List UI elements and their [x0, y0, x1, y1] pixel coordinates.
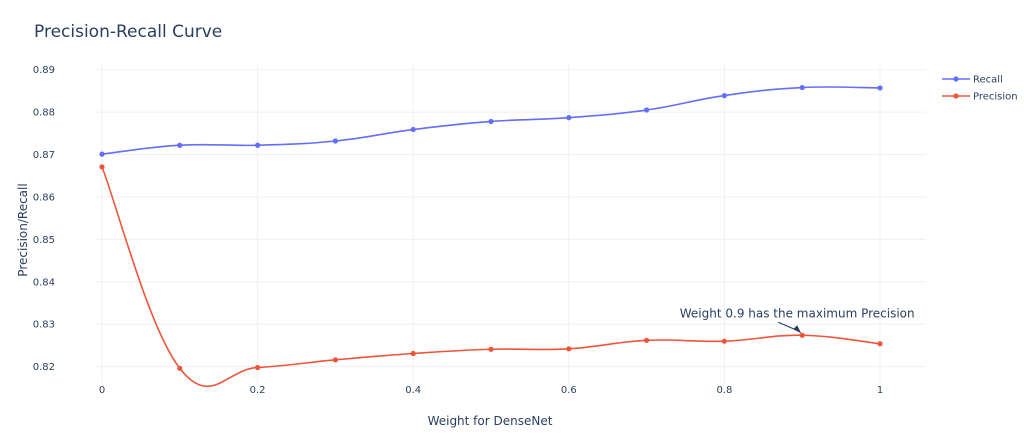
- recall-point[interactable]: [877, 85, 883, 91]
- chart-title: Precision-Recall Curve: [34, 22, 222, 42]
- y-tick-label: 0.83: [33, 320, 55, 331]
- y-tick-label: 0.86: [33, 192, 55, 203]
- precision-point[interactable]: [799, 332, 805, 338]
- recall-point[interactable]: [721, 93, 728, 99]
- precision-line: [101, 166, 881, 388]
- legend-label: Recall: [973, 75, 1003, 86]
- x-tick-label: 0.8: [716, 385, 732, 396]
- annotation-layer: Weight 0.9 has the maximum Precision: [680, 306, 915, 334]
- x-tick-label: 0.2: [250, 385, 266, 396]
- legend-item-recall[interactable]: Recall: [942, 75, 1003, 86]
- x-tick-label: 0.4: [405, 385, 421, 396]
- series-recall: [99, 84, 883, 157]
- recall-point[interactable]: [332, 138, 338, 144]
- x-axis-title: Weight for DenseNet: [428, 414, 553, 428]
- y-tick-label: 0.85: [33, 235, 55, 246]
- annotation-text: Weight 0.9 has the maximum Precision: [680, 306, 915, 320]
- recall-point[interactable]: [644, 107, 650, 113]
- precision-point[interactable]: [877, 341, 883, 347]
- x-tick-label: 1: [877, 385, 883, 396]
- precision-point[interactable]: [410, 350, 416, 357]
- precision-point[interactable]: [255, 364, 261, 371]
- y-axis-title: Precision/Recall: [16, 183, 30, 276]
- legend-swatch-marker: [953, 76, 959, 82]
- annotation-arrowhead: [793, 325, 802, 334]
- precision-point[interactable]: [177, 365, 183, 371]
- legend-swatch-marker: [953, 93, 959, 99]
- recall-point[interactable]: [255, 142, 261, 148]
- precision-point[interactable]: [566, 346, 572, 352]
- legend[interactable]: Recall Precision: [942, 75, 1018, 103]
- y-tick-label: 0.82: [33, 362, 55, 373]
- x-tick-label: 0: [99, 385, 105, 396]
- y-tick-label: 0.87: [33, 150, 55, 161]
- precision-point[interactable]: [99, 164, 105, 170]
- precision-point[interactable]: [332, 357, 338, 363]
- series-precision: [99, 164, 883, 388]
- legend-item-precision[interactable]: Precision: [942, 92, 1018, 103]
- recall-point[interactable]: [799, 84, 805, 91]
- y-tick-label: 0.88: [33, 108, 55, 119]
- x-axis-ticks: 0 0.2 0.4 0.6 0.8 1: [99, 385, 883, 396]
- recall-point[interactable]: [177, 142, 183, 148]
- recall-point[interactable]: [488, 118, 494, 125]
- y-tick-label: 0.84: [33, 277, 55, 288]
- recall-point[interactable]: [99, 151, 105, 157]
- x-tick-label: 0.6: [561, 385, 577, 396]
- y-axis-ticks: 0.82 0.83 0.84 0.85 0.86 0.87 0.88 0.89: [33, 65, 55, 373]
- precision-point[interactable]: [721, 338, 728, 344]
- y-tick-label: 0.89: [33, 65, 55, 76]
- legend-label: Precision: [973, 92, 1018, 103]
- recall-point[interactable]: [566, 115, 572, 121]
- recall-point[interactable]: [410, 126, 416, 133]
- series-layer: [99, 84, 883, 388]
- precision-point[interactable]: [644, 337, 650, 343]
- precision-point[interactable]: [488, 346, 494, 352]
